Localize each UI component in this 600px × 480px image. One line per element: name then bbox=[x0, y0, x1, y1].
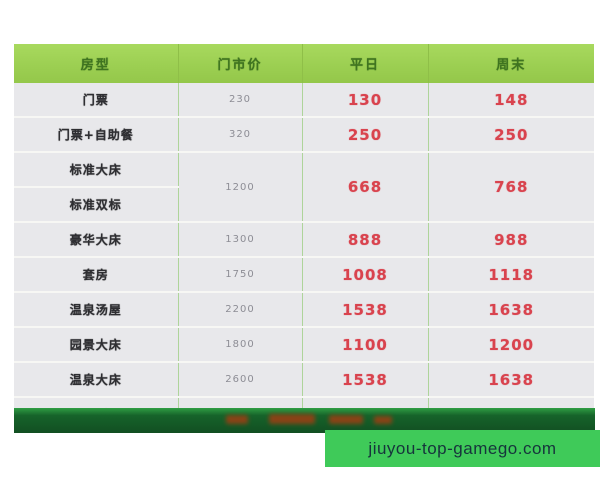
table-row: 套房 1750 1008 1118 bbox=[14, 257, 594, 293]
illegible-red-text-blob bbox=[226, 415, 248, 424]
cell-weekday-merged: 668 bbox=[301, 152, 428, 223]
cell-room-name: 套房 bbox=[14, 257, 178, 293]
cell-list-price: 320 bbox=[177, 117, 302, 153]
cell-weekend: 148 bbox=[427, 83, 594, 118]
cell-list-price: 1300 bbox=[177, 222, 302, 258]
cell-room-name: 标准大床 bbox=[14, 152, 178, 188]
header-room-type: 房型 bbox=[14, 44, 178, 83]
header-weekday: 平日 bbox=[301, 44, 428, 83]
cell-weekday: 1008 bbox=[301, 257, 428, 293]
cell-list-price: 1750 bbox=[177, 257, 302, 293]
footer-notice-bar bbox=[14, 408, 595, 433]
cell-weekend: 988 bbox=[427, 222, 594, 258]
cell-list-price: 230 bbox=[177, 83, 302, 118]
cell-weekday: 250 bbox=[301, 117, 428, 153]
cell-weekend: 1200 bbox=[427, 327, 594, 363]
illegible-red-text-blob bbox=[329, 415, 363, 424]
cell-weekday: 1538 bbox=[301, 362, 428, 398]
cell-room-name: 标准双标 bbox=[14, 187, 178, 223]
cell-list-price: 2600 bbox=[177, 362, 302, 398]
cell-room-name: 温泉汤屋 bbox=[14, 292, 178, 328]
table-header-row: 房型 门市价 平日 周末 bbox=[14, 44, 594, 83]
cell-room-name: 豪华大床 bbox=[14, 222, 178, 258]
illegible-red-text-blob bbox=[374, 416, 392, 424]
cell-room-name: 门票+自助餐 bbox=[14, 117, 178, 153]
table-row: 温泉大床 2600 1538 1638 bbox=[14, 362, 594, 398]
price-table: 房型 门市价 平日 周末 门票 230 130 148 门票+自助餐 320 2… bbox=[14, 44, 594, 433]
cell-weekday: 130 bbox=[301, 83, 428, 118]
table-row: 标准双标 bbox=[14, 187, 594, 223]
cell-weekend: 1118 bbox=[427, 257, 594, 293]
header-list-price: 门市价 bbox=[177, 44, 302, 83]
cell-list-price-merged: 1200 bbox=[177, 152, 302, 223]
cell-list-price: 2200 bbox=[177, 292, 302, 328]
cell-weekday: 888 bbox=[301, 222, 428, 258]
table-row: 温泉汤屋 2200 1538 1638 bbox=[14, 292, 594, 328]
table-row: 园景大床 1800 1100 1200 bbox=[14, 327, 594, 363]
header-weekend: 周末 bbox=[427, 44, 594, 83]
watermark-text: jiuyou-top-gamego.com bbox=[368, 438, 557, 458]
cell-list-price: 1800 bbox=[177, 327, 302, 363]
cell-room-name: 门票 bbox=[14, 83, 178, 118]
illegible-red-text-blob bbox=[269, 414, 315, 424]
cell-weekend: 250 bbox=[427, 117, 594, 153]
cell-weekend: 1638 bbox=[427, 362, 594, 398]
table-row: 门票+自助餐 320 250 250 bbox=[14, 117, 594, 153]
watermark-box: jiuyou-top-gamego.com bbox=[325, 430, 600, 467]
cell-weekend: 1638 bbox=[427, 292, 594, 328]
cell-room-name: 温泉大床 bbox=[14, 362, 178, 398]
cell-weekend-merged: 768 bbox=[427, 152, 594, 223]
cell-weekday: 1538 bbox=[301, 292, 428, 328]
table-row: 门票 230 130 148 bbox=[14, 83, 594, 118]
cell-room-name: 园景大床 bbox=[14, 327, 178, 363]
cell-weekday: 1100 bbox=[301, 327, 428, 363]
table-row: 豪华大床 1300 888 988 bbox=[14, 222, 594, 258]
table-row: 标准大床 1200 668 768 bbox=[14, 152, 594, 223]
